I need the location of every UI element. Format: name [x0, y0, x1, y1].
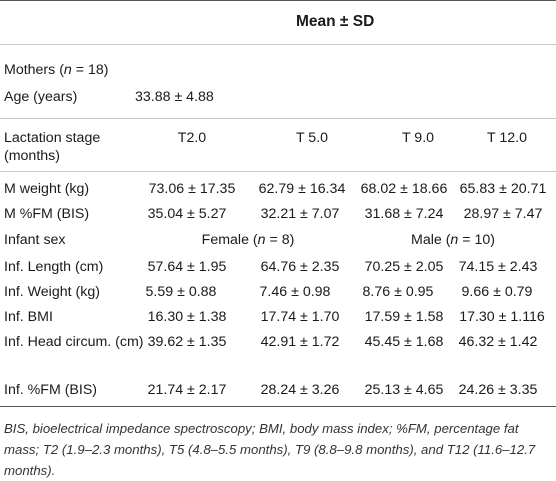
lactation-stage-rule: [0, 171, 556, 172]
cell-value: 65.83 ± 20.71: [459, 181, 547, 197]
infant-sex-label: Infant sex: [4, 232, 66, 248]
row-label: Inf. Weight (kg): [4, 284, 100, 300]
bottom-rule: [0, 406, 556, 407]
mothers-section-rule: [0, 118, 556, 119]
table-header-mean-sd: Mean ± SD: [296, 13, 375, 30]
lactation-stage-label: Lactation stage (months): [4, 130, 101, 164]
male-group-label: Male (n = 10): [411, 232, 495, 248]
mothers-group-label: Mothers (n = 18): [4, 62, 109, 78]
cell-value: 9.66 ± 0.79: [461, 284, 533, 300]
cell-value: 7.46 ± 0.98: [259, 284, 331, 300]
age-value: 33.88 ± 4.88: [135, 89, 214, 105]
cell-value: 17.74 ± 1.70: [260, 309, 340, 325]
cell-value: 70.25 ± 2.05: [364, 259, 444, 275]
header-rule: [0, 44, 556, 45]
cell-value: 17.59 ± 1.58: [364, 309, 444, 325]
row-label: Inf. Head circum. (cm): [4, 334, 144, 350]
cell-value: 24.26 ± 3.35: [458, 382, 538, 398]
cell-value: 32.21 ± 7.07: [260, 206, 340, 222]
row-label: M weight (kg): [4, 181, 90, 197]
cell-value: 62.79 ± 16.34: [258, 181, 346, 197]
stage-t9: T 9.0: [401, 130, 435, 146]
row-label: Inf. %FM (BIS): [4, 382, 98, 398]
stage-t12: T 12.0: [487, 130, 527, 146]
cell-value: 8.76 ± 0.95: [362, 284, 434, 300]
cell-value: 17.30 ± 1.116: [459, 309, 545, 325]
cell-value: 31.68 ± 7.24: [364, 206, 444, 222]
table-footnote: BIS, bioelectrical impedance spectroscop…: [4, 421, 536, 478]
female-group-label: Female (n = 8): [201, 232, 295, 248]
cell-value: 57.64 ± 1.95: [147, 259, 227, 275]
cell-value: 42.91 ± 1.72: [260, 334, 340, 350]
cell-value: 74.15 ± 2.43: [458, 259, 538, 275]
cell-value: 64.76 ± 2.35: [260, 259, 340, 275]
cell-value: 68.02 ± 18.66: [360, 181, 448, 197]
cell-value: 73.06 ± 17.35: [148, 181, 236, 197]
cell-value: 45.45 ± 1.68: [364, 334, 444, 350]
cell-value: 5.59 ± 0.88: [145, 284, 217, 300]
cell-value: 46.32 ± 1.42: [458, 334, 538, 350]
cell-value: 25.13 ± 4.65: [364, 382, 444, 398]
row-label: Inf. Length (cm): [4, 259, 104, 275]
top-rule: [0, 0, 556, 1]
cell-value: 35.04 ± 5.27: [147, 206, 227, 222]
stage-t2: T2.0: [177, 130, 207, 146]
cell-value: 16.30 ± 1.38: [147, 309, 227, 325]
cell-value: 28.97 ± 7.47: [463, 206, 543, 222]
age-label: Age (years): [4, 89, 78, 105]
cell-value: 21.74 ± 2.17: [147, 382, 227, 398]
cell-value: 39.62 ± 1.35: [147, 334, 227, 350]
cell-value: 28.24 ± 3.26: [260, 382, 340, 398]
row-label: M %FM (BIS): [4, 206, 90, 222]
stage-t5: T 5.0: [295, 130, 329, 146]
row-label: Inf. BMI: [4, 309, 53, 325]
